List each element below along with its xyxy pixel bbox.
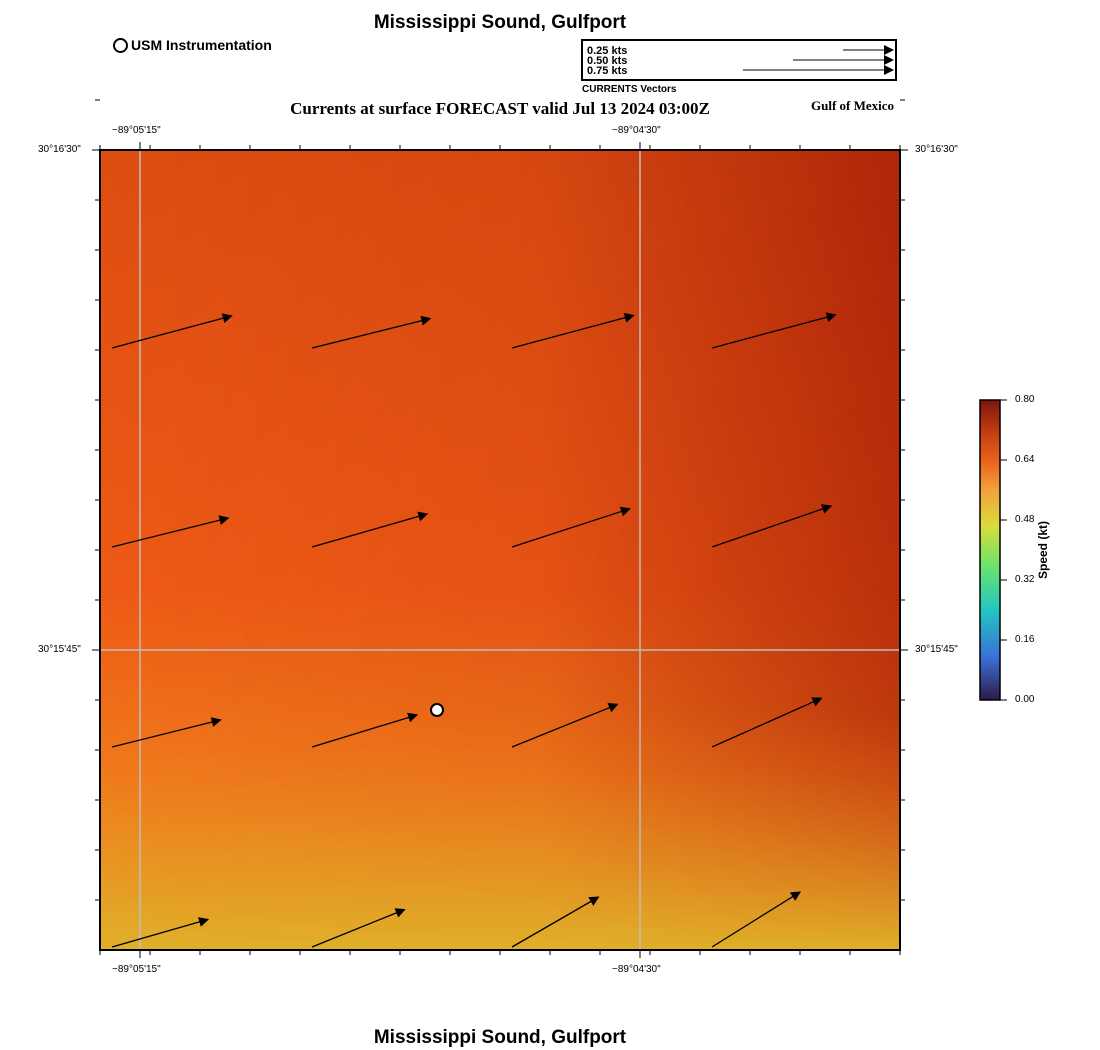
current-vector xyxy=(111,917,210,948)
vector-legend-label-2: 0.50 kts xyxy=(587,55,628,67)
lat-label-right-1: 30°16'30" xyxy=(915,144,958,155)
forecast-title: Currents at surface FORECAST valid Jul 1… xyxy=(290,99,710,118)
station-marker xyxy=(430,703,444,717)
current-vector xyxy=(111,717,222,748)
current-vector xyxy=(711,504,833,548)
station-legend-label: USM Instrumentation xyxy=(131,37,272,53)
colorbar-label-1: 0.64 xyxy=(1015,454,1035,465)
current-vector xyxy=(311,908,406,948)
lat-label-left-2: 30°15'45" xyxy=(38,644,81,655)
current-vector xyxy=(111,515,230,548)
station-legend: USM Instrumentation xyxy=(113,37,272,53)
current-vector xyxy=(511,312,635,349)
lat-label-right-2: 30°15'45" xyxy=(915,644,958,655)
current-vector xyxy=(311,315,432,349)
current-vector xyxy=(711,312,837,349)
current-vector xyxy=(511,896,600,948)
lon-label-top-2: −89°04'30" xyxy=(612,125,661,136)
colorbar-label-3: 0.32 xyxy=(1015,574,1035,585)
colorbar-label-5: 0.00 xyxy=(1015,694,1035,705)
current-vector xyxy=(311,511,429,548)
colorbar-title: Speed (kt) xyxy=(1036,520,1050,580)
vector-legend-label-1: 0.25 kts xyxy=(587,45,628,57)
speed-field-shade xyxy=(100,150,900,950)
current-vector xyxy=(511,703,619,748)
current-vector xyxy=(111,313,233,349)
lon-label-bottom-2: −89°04'30" xyxy=(612,964,661,975)
current-vector xyxy=(711,697,823,748)
vector-legend-label-3: 0.75 kts xyxy=(587,65,628,77)
map-title: Mississippi Sound, Gulfport xyxy=(373,12,627,33)
colorbar-ticks xyxy=(1000,399,1007,701)
station-marker-icon xyxy=(113,37,128,53)
colorbar-label-2: 0.48 xyxy=(1015,514,1035,525)
current-vectors xyxy=(111,312,837,948)
lon-label-bottom-1: −89°05'15" xyxy=(112,964,161,975)
current-vector xyxy=(711,891,802,948)
current-vector xyxy=(311,712,419,748)
region-label: Gulf of Mexico xyxy=(811,98,895,113)
colorbar-label-0: 0.80 xyxy=(1015,394,1035,405)
graticule xyxy=(100,150,900,950)
axis-ticks xyxy=(92,99,908,958)
vector-legend-arrows xyxy=(743,45,894,75)
lon-label-top-1: −89°05'15" xyxy=(112,125,161,136)
vector-legend-caption: CURRENTS Vectors xyxy=(582,84,677,95)
lat-label-left-1: 30°16'30" xyxy=(38,144,81,155)
colorbar xyxy=(979,399,1001,701)
colorbar-label-4: 0.16 xyxy=(1015,634,1035,645)
current-vector xyxy=(511,506,631,548)
map-footer-title: Mississippi Sound, Gulfport xyxy=(373,1027,627,1048)
